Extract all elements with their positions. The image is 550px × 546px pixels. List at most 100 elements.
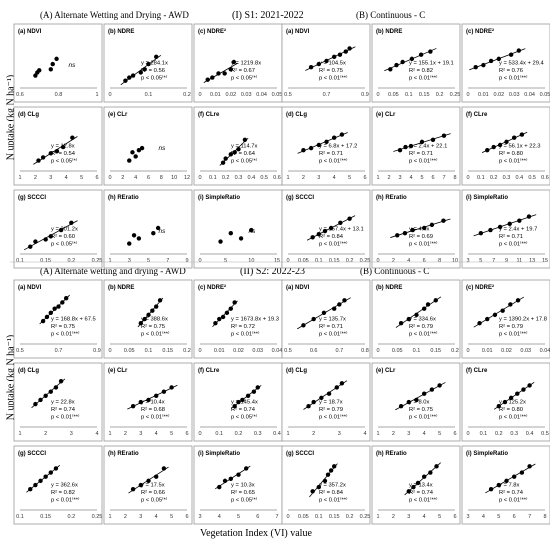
data-point xyxy=(395,233,400,238)
data-point xyxy=(138,70,143,75)
x-tick-label: 0.6 xyxy=(310,348,318,354)
x-tick-label: 0.2 xyxy=(68,514,76,520)
data-point xyxy=(236,146,241,152)
stat-label: R² = 0.67 xyxy=(231,68,255,74)
panel-frame xyxy=(461,106,550,186)
x-tick-label: 0.1 xyxy=(145,92,153,98)
x-tick-label: 0.7 xyxy=(55,348,63,354)
stat-label: y = 334.6x xyxy=(409,317,436,323)
x-tick-label: 5 xyxy=(348,175,351,181)
x-tick-label: 0.1 xyxy=(315,258,323,264)
x-tick-label: 0.03 xyxy=(509,92,520,98)
data-point xyxy=(332,464,337,469)
x-tick-label: 0.01 xyxy=(210,92,221,98)
data-point xyxy=(53,466,59,471)
data-point xyxy=(161,466,167,471)
x-tick-label: 5 xyxy=(479,258,482,264)
data-point xyxy=(408,143,414,149)
data-point xyxy=(301,323,306,328)
data-point xyxy=(394,62,399,68)
stat-label: R² = 0.56 xyxy=(141,68,165,74)
stat-label: R² = 0.84 xyxy=(319,234,344,240)
data-point xyxy=(398,321,404,326)
data-point xyxy=(337,52,343,57)
panel-title: (d) CLg xyxy=(286,368,307,374)
x-tick-label: 7 xyxy=(528,514,531,520)
x-tick-label: 3 xyxy=(317,175,320,181)
stat-label: y = 10.4x xyxy=(141,400,165,406)
data-point xyxy=(60,300,65,305)
trend-line xyxy=(214,465,251,490)
trend-line xyxy=(395,382,446,411)
panel-frame xyxy=(103,189,193,269)
stat-label: y = 533.4x + 29.4 xyxy=(499,61,545,67)
stat-label: y = 357.2x xyxy=(319,483,346,489)
data-point xyxy=(154,474,159,479)
x-tick-label: 0.4 xyxy=(526,431,534,437)
panel-title: (e) CLr xyxy=(108,368,128,374)
panel-frame xyxy=(13,23,103,103)
stat-label: p < 0.01⁽**⁾ xyxy=(409,158,438,165)
stat-label: y = 13.4x xyxy=(409,483,433,489)
data-point xyxy=(138,321,143,326)
data-point xyxy=(245,393,251,398)
x-tick-label: 0.05 xyxy=(392,348,403,354)
data-point xyxy=(502,399,508,405)
panel-frame xyxy=(13,189,103,269)
data-point xyxy=(36,158,41,163)
data-point xyxy=(324,58,329,64)
scatter-panel: (e) CLr 0 2 4 6 8 10 12 ns xyxy=(103,106,193,186)
x-tick-label: 0 xyxy=(108,92,111,98)
x-tick-label: 0.1 xyxy=(209,175,217,181)
x-tick-label: 0.05 xyxy=(124,348,135,354)
x-tick-label: 7 xyxy=(275,514,278,520)
data-point xyxy=(142,67,147,72)
stat-label: y = 12.8x xyxy=(51,144,75,150)
panel-frame xyxy=(281,362,371,442)
stat-label: y = 6.8x + 17.2 xyxy=(319,144,357,150)
panel-frame xyxy=(193,445,283,525)
data-point xyxy=(398,404,404,409)
data-point xyxy=(127,75,132,80)
panel-title: (f) CLre xyxy=(198,368,220,374)
data-point xyxy=(516,48,522,53)
x-tick-label: 0.8 xyxy=(55,92,63,98)
x-tick-label: 0.03 xyxy=(241,92,252,98)
stat-label: y = 1390.2x + 17.8 xyxy=(499,317,547,323)
data-point xyxy=(415,480,421,486)
data-point xyxy=(429,222,435,228)
x-tick-label: 0.6 xyxy=(273,175,281,181)
data-point xyxy=(255,385,260,390)
data-point xyxy=(220,160,226,165)
x-tick-label: 6 xyxy=(453,431,456,437)
stat-label: p < 0.01⁽**⁾ xyxy=(51,414,80,421)
data-point xyxy=(492,312,498,318)
data-point xyxy=(337,302,342,307)
x-tick-label: 5 xyxy=(497,514,500,520)
data-point xyxy=(218,239,223,244)
data-point xyxy=(136,148,142,153)
x-tick-label: 2 xyxy=(302,175,305,181)
data-point xyxy=(324,139,329,145)
data-point xyxy=(409,56,415,62)
panel-title: (b) NDRE xyxy=(108,29,134,35)
stat-label: R² = 0.79 xyxy=(409,324,433,330)
x-tick-label: 0.05 xyxy=(272,92,283,98)
x-tick-label: 0.3 xyxy=(254,431,262,437)
x-tick-label: 2 xyxy=(387,175,390,181)
x-tick-label: 0.15 xyxy=(40,514,51,520)
data-point xyxy=(519,132,525,137)
trend-line xyxy=(473,296,525,328)
data-point xyxy=(155,225,161,231)
data-point xyxy=(130,150,135,155)
